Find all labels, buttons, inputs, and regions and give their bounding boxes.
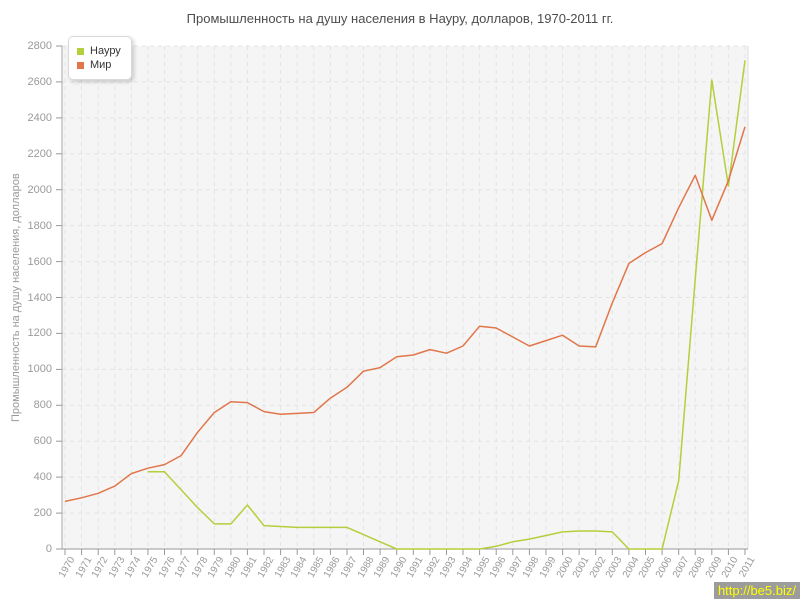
y-tick-label: 800	[33, 399, 52, 412]
legend-swatch-mir-icon	[77, 61, 84, 69]
y-tick-label: 1600	[27, 255, 52, 268]
legend-item-mir: Мир	[77, 59, 121, 71]
chart-title: Промышленность на душу населения в Науру…	[186, 11, 614, 26]
legend-label-mir: Мир	[90, 59, 112, 71]
watermark-link[interactable]: http://be5.biz/	[713, 582, 800, 599]
y-tick-label: 1400	[27, 291, 52, 304]
y-tick-label: 2800	[27, 40, 52, 52]
y-tick-label: 2600	[27, 75, 52, 88]
y-tick-label: 2200	[27, 147, 52, 160]
y-tick-label: 0	[45, 543, 52, 555]
y-tick-label: 1800	[27, 219, 52, 232]
y-tick-label: 200	[33, 507, 52, 520]
y-tick-label: 400	[33, 471, 52, 484]
y-tick-label: 600	[33, 435, 52, 448]
y-tick-label: 2400	[27, 111, 52, 124]
y-tick-label: 1000	[27, 363, 52, 376]
y-tick-label: 1200	[27, 327, 52, 340]
legend-swatch-nauru-icon	[77, 47, 84, 55]
legend-item-nauru: Науру	[77, 45, 121, 57]
legend-label-nauru: Науру	[90, 45, 121, 57]
legend: Науру Мир	[68, 36, 132, 80]
y-tick-label: 2000	[27, 183, 52, 196]
